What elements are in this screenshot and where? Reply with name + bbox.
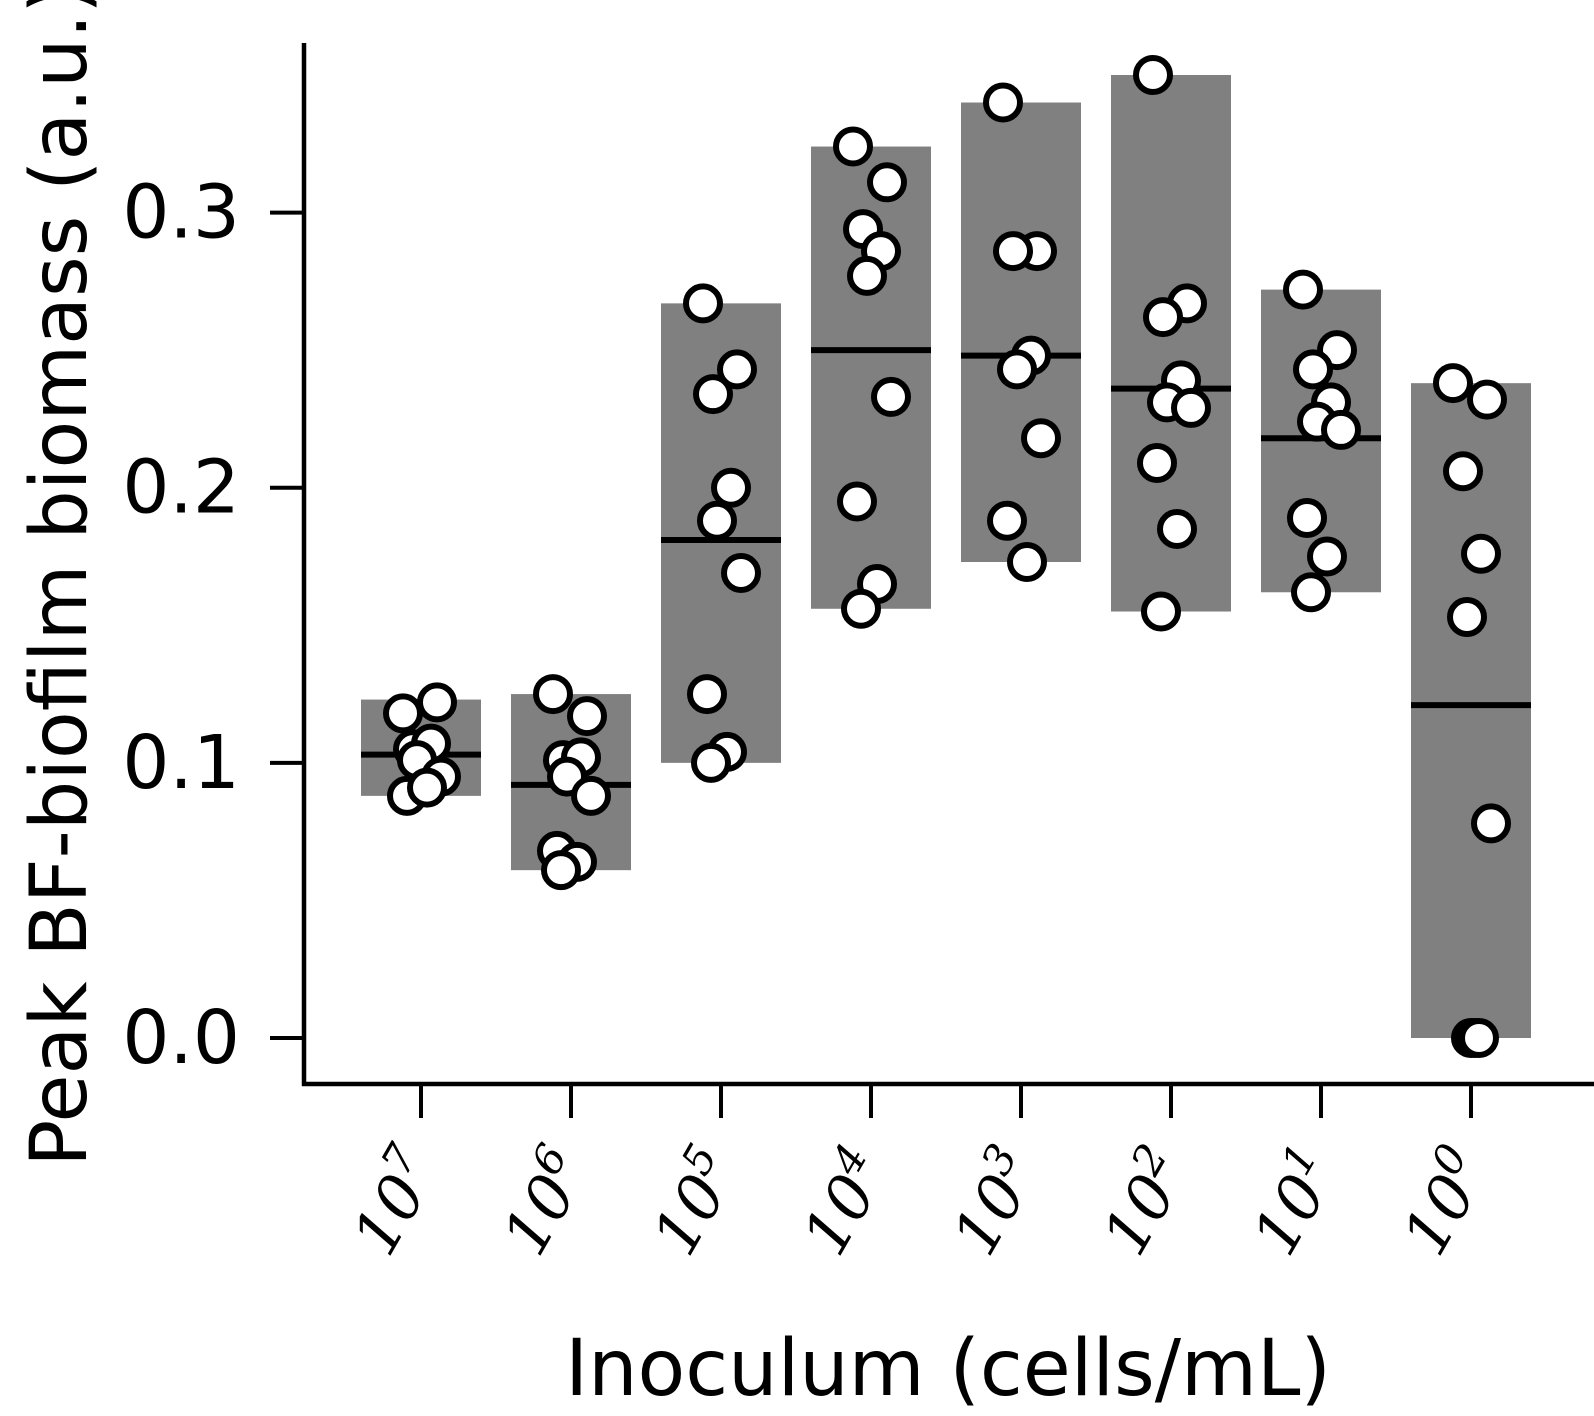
data-point [1291, 572, 1331, 613]
x-axis-label: Inoculum (cells/mL) [565, 1324, 1331, 1414]
data-point [721, 553, 761, 594]
y-axis-label: Peak BF-biofilm biomass (a.u.) [15, 0, 105, 1167]
group-6 [1261, 269, 1381, 613]
data-point [837, 481, 877, 522]
y-tick-label: 0.3 [122, 170, 240, 256]
data-point [1307, 536, 1347, 577]
data-point [1143, 297, 1183, 338]
y-tick-label: 0.2 [122, 445, 240, 531]
data-point [711, 467, 751, 508]
data-point [1171, 387, 1211, 428]
group-1 [511, 674, 631, 891]
axes [301, 43, 1594, 1087]
data-point [997, 349, 1037, 390]
data-point [1133, 55, 1173, 95]
data-point [1433, 363, 1473, 404]
data-point [1461, 533, 1501, 574]
data-point [1467, 379, 1507, 420]
data-point [687, 674, 727, 715]
group-5 [1111, 55, 1231, 632]
data-point [1007, 542, 1047, 583]
data-point [571, 775, 611, 816]
y-tick-label: 0.1 [122, 720, 240, 806]
group-3 [811, 126, 931, 629]
data-point [1321, 409, 1361, 450]
range-bar [961, 102, 1081, 563]
data-point [841, 588, 881, 629]
data-point [847, 255, 887, 296]
data-point [1471, 803, 1511, 844]
data-point [697, 500, 737, 541]
data-point [407, 767, 447, 808]
data-point [1293, 349, 1333, 390]
y-tick-label: 0.0 [122, 995, 240, 1081]
group-4 [961, 82, 1081, 583]
plot-area [361, 55, 1531, 1058]
data-point [693, 374, 733, 415]
data-point [993, 231, 1033, 272]
data-point [1447, 597, 1487, 638]
data-point [383, 693, 423, 734]
group-7 [1411, 363, 1531, 1058]
data-point [541, 850, 581, 891]
data-point [1443, 451, 1483, 492]
data-point [867, 162, 907, 203]
data-point [1137, 442, 1177, 483]
data-point [1157, 508, 1197, 549]
data-point [717, 349, 757, 390]
data-point [1287, 497, 1327, 538]
x-tick-label: 104 [782, 1136, 904, 1267]
x-tick-label: 107 [332, 1135, 454, 1267]
data-point [417, 682, 457, 723]
x-tick-label: 100 [1382, 1136, 1504, 1267]
data-point [1141, 591, 1181, 632]
group-0 [361, 682, 481, 816]
x-tick-label: 101 [1232, 1136, 1354, 1267]
data-point [983, 82, 1023, 123]
data-point [533, 674, 573, 715]
y-ticks: 0.0 0.1 0.2 0.3 [122, 170, 304, 1081]
group-2 [661, 283, 781, 783]
data-point [871, 376, 911, 417]
data-point [833, 126, 873, 167]
data-point [1459, 1018, 1499, 1058]
data-point [1283, 269, 1323, 310]
data-point [987, 500, 1027, 541]
x-tick-label: 105 [632, 1136, 754, 1267]
data-point [691, 742, 731, 783]
data-point [567, 696, 607, 737]
x-tick-label: 103 [932, 1136, 1054, 1267]
data-point [1021, 418, 1061, 459]
range-bar [1411, 383, 1531, 1038]
data-point [683, 283, 723, 324]
x-tick-label: 106 [482, 1136, 604, 1267]
x-tick-label: 102 [1082, 1136, 1204, 1267]
